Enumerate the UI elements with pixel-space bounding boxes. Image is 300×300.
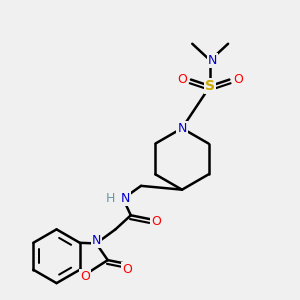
- Text: O: O: [122, 262, 132, 276]
- Text: H: H: [106, 192, 115, 205]
- Text: O: O: [177, 73, 187, 86]
- Text: N: N: [92, 234, 101, 248]
- Text: N: N: [177, 122, 187, 135]
- Text: O: O: [152, 215, 161, 228]
- Text: N: N: [121, 192, 130, 205]
- Text: O: O: [233, 73, 243, 86]
- Text: S: S: [205, 79, 215, 93]
- Text: N: N: [208, 54, 218, 67]
- Text: O: O: [80, 270, 90, 283]
